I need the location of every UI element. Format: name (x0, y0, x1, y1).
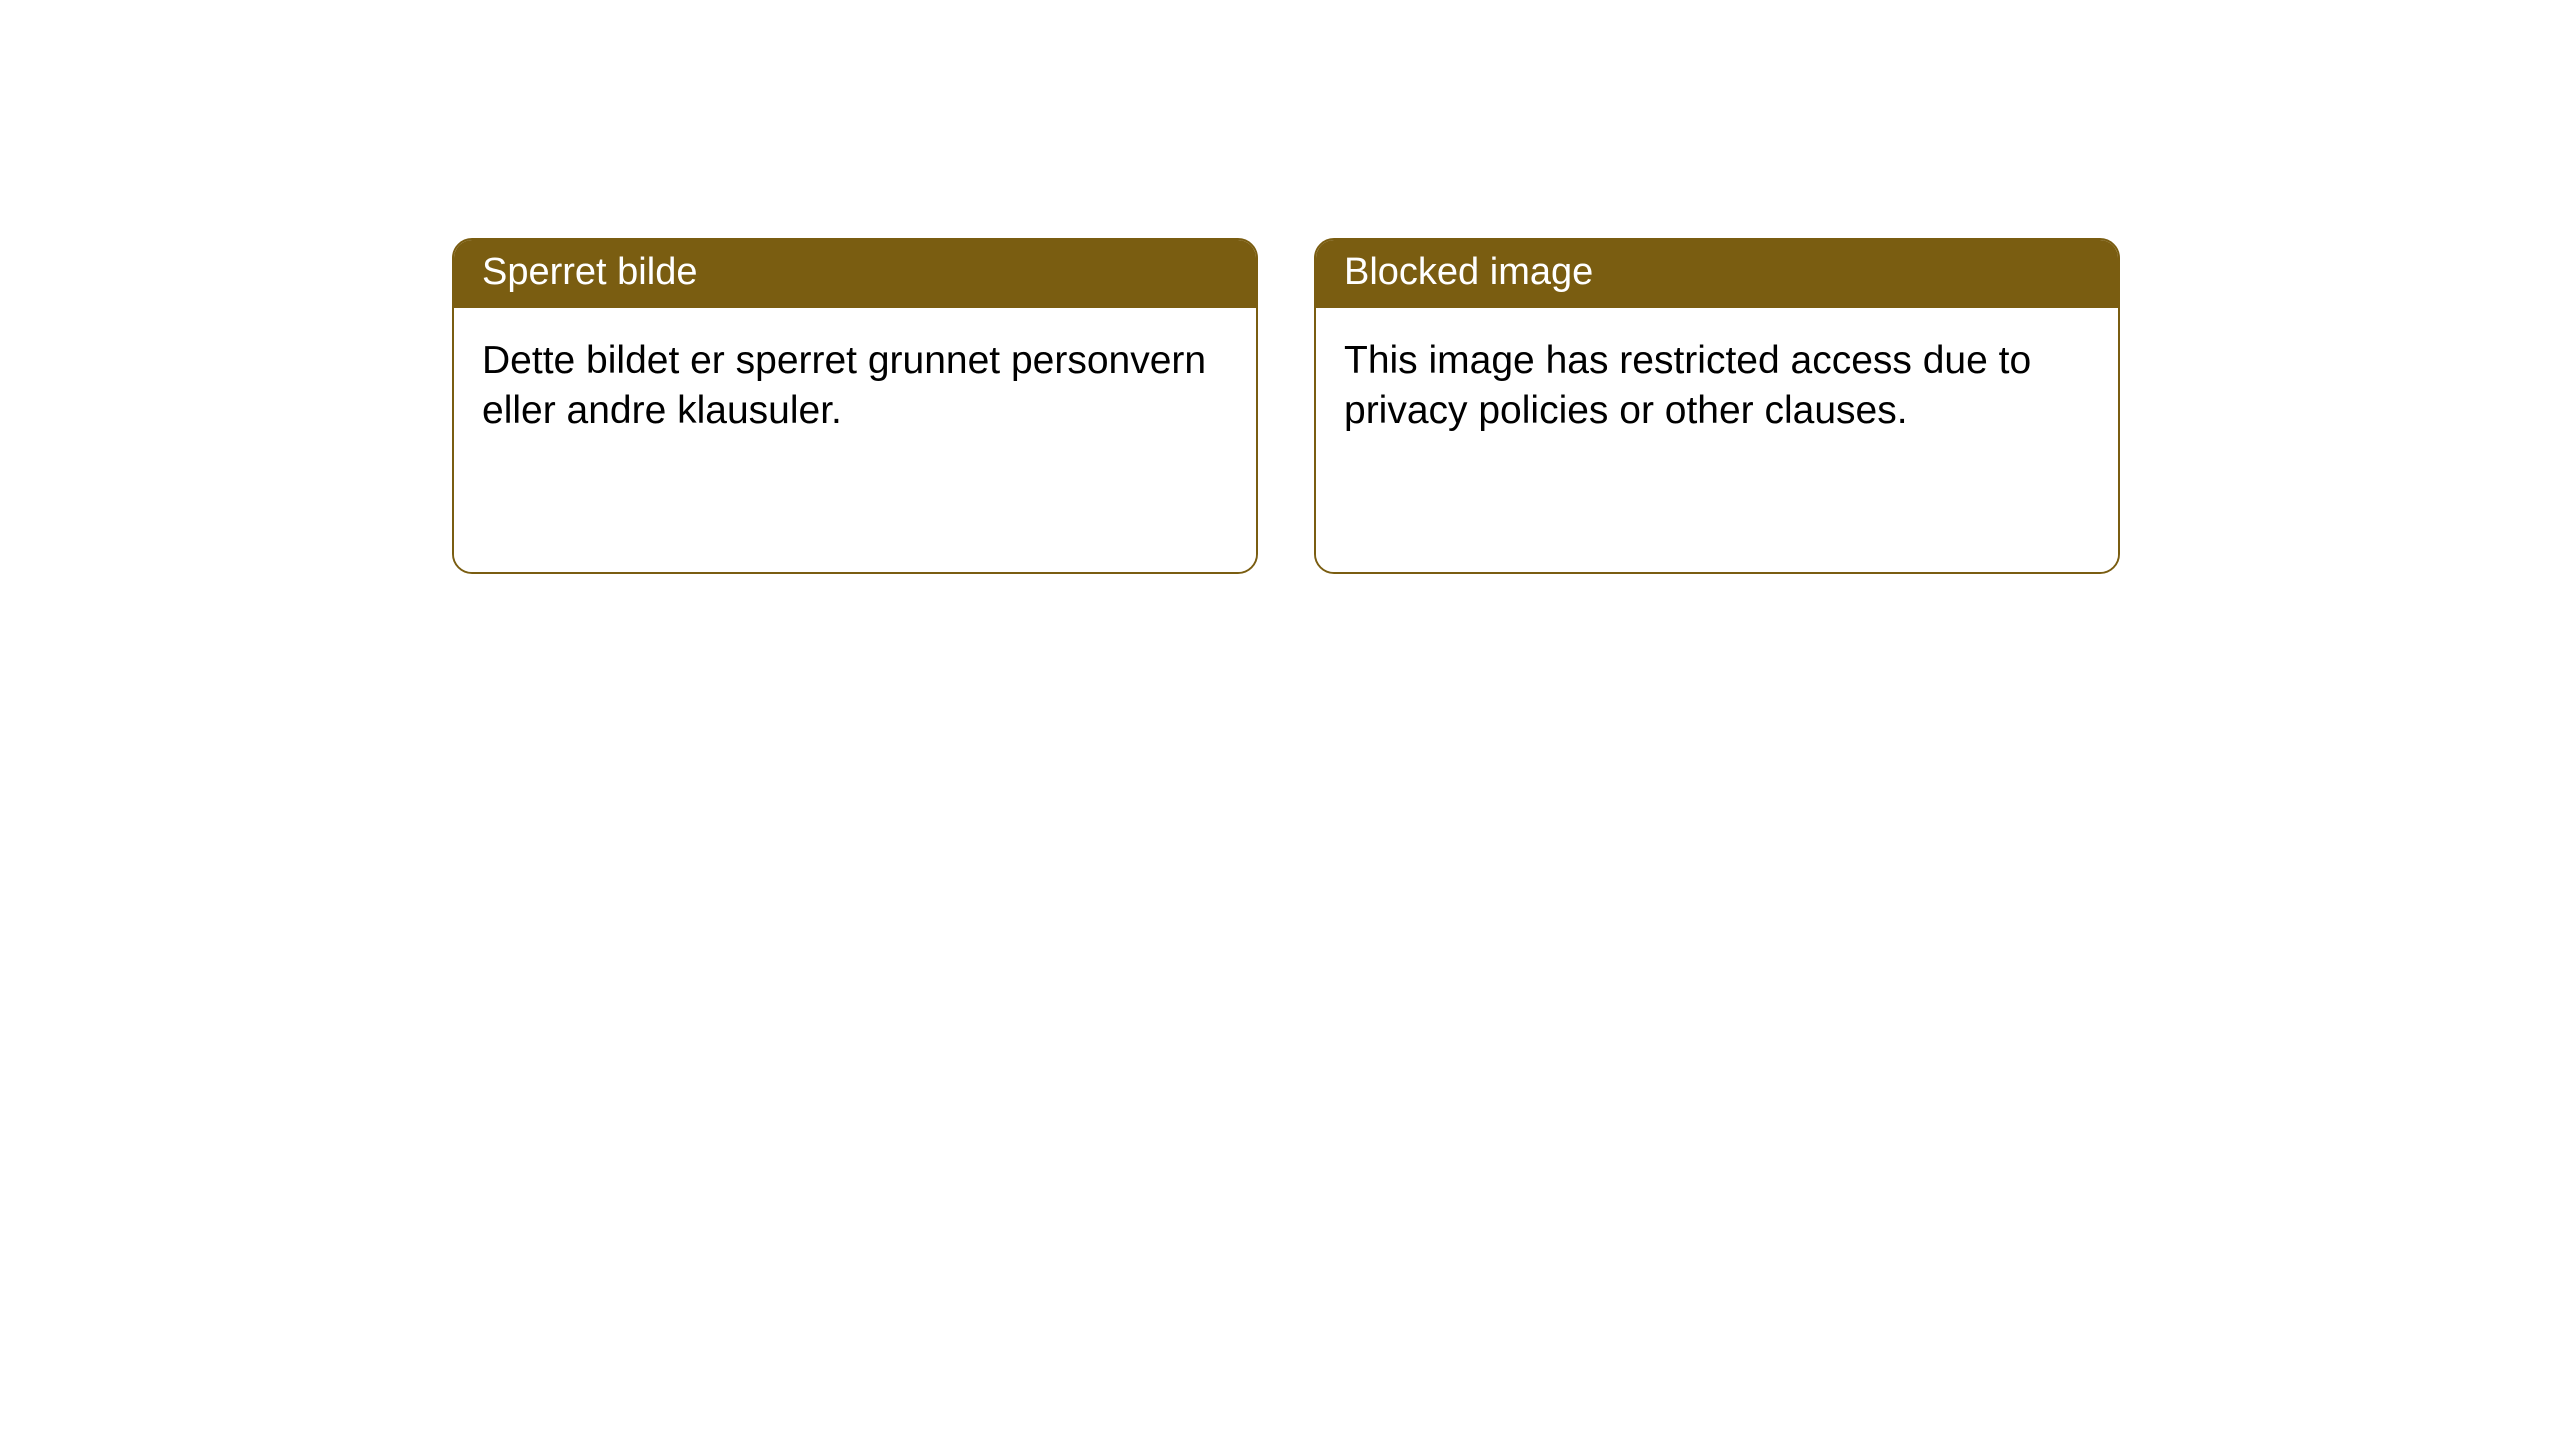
card-header-norwegian: Sperret bilde (454, 240, 1256, 308)
card-header-english: Blocked image (1316, 240, 2118, 308)
notice-container: Sperret bilde Dette bildet er sperret gr… (0, 0, 2560, 574)
blocked-image-card-english: Blocked image This image has restricted … (1314, 238, 2120, 574)
card-body-english: This image has restricted access due to … (1316, 308, 2118, 572)
blocked-image-card-norwegian: Sperret bilde Dette bildet er sperret gr… (452, 238, 1258, 574)
card-body-norwegian: Dette bildet er sperret grunnet personve… (454, 308, 1256, 572)
